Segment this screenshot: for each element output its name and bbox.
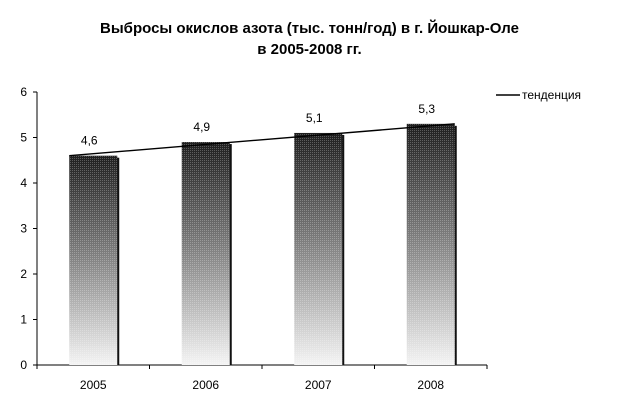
y-tick-label: 3 — [20, 222, 27, 236]
y-tick-label: 4 — [20, 176, 27, 190]
data-label: 4,6 — [81, 134, 98, 148]
y-tick-label: 5 — [20, 131, 27, 145]
y-tick-label: 6 — [20, 85, 27, 99]
bar-texture — [181, 142, 230, 365]
y-tick-label: 0 — [20, 358, 27, 372]
data-label: 4,9 — [193, 120, 210, 134]
x-category-label: 2005 — [80, 378, 107, 392]
data-label: 5,3 — [418, 102, 435, 116]
chart-title-line-1: Выбросы окислов азота (тыс. тонн/год) в … — [100, 20, 519, 37]
x-category-label: 2006 — [192, 378, 219, 392]
data-label: 5,1 — [306, 111, 323, 125]
bar-texture — [69, 155, 118, 365]
x-category-label: 2007 — [305, 378, 332, 392]
trend-line — [69, 123, 455, 157]
y-tick-label: 2 — [20, 267, 27, 281]
bar-texture — [406, 123, 455, 365]
y-tick-label: 1 — [20, 313, 27, 327]
bar-texture — [294, 132, 343, 365]
chart-title-line-2: в 2005-2008 гг. — [257, 41, 362, 58]
x-category-label: 2008 — [417, 378, 444, 392]
legend-label-trend: тенденция — [522, 88, 581, 102]
